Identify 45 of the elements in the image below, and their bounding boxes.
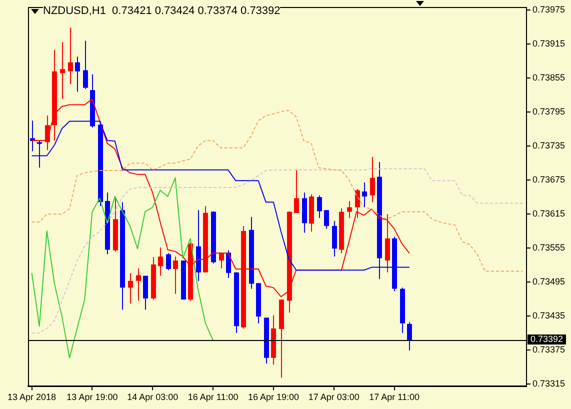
y-tick-label: 0.73795	[532, 106, 566, 117]
candlestick	[158, 246, 163, 276]
x-tick-label: 14 Apr 03:00	[127, 392, 178, 402]
candlestick	[83, 40, 88, 90]
x-tick-label: 16 Apr 11:00	[188, 392, 238, 402]
x-tick-label: 17 Apr 11:00	[369, 392, 420, 402]
candlestick	[37, 140, 42, 168]
x-tick-label: 13 Apr 2018	[8, 392, 56, 402]
candlestick	[317, 194, 322, 219]
candlestick	[128, 272, 133, 304]
candlestick	[75, 56, 80, 92]
line-series	[31, 168, 524, 334]
candlestick	[355, 188, 360, 219]
candlestick	[166, 252, 171, 271]
candlestick	[173, 256, 178, 294]
candlestick	[347, 200, 352, 219]
candlestick	[332, 220, 337, 258]
x-tick-label: 17 Apr 03:00	[308, 392, 360, 402]
candlestick	[68, 27, 73, 84]
y-tick-label: 0.73975	[532, 4, 566, 15]
candlestick	[60, 41, 65, 100]
y-tick-label: 0.73735	[532, 140, 566, 151]
candlestick	[226, 250, 231, 279]
candlestick	[370, 156, 375, 203]
y-tick-label: 0.73615	[532, 208, 566, 219]
y-tick-label: 0.73375	[532, 344, 566, 354]
y-tick-label: 0.73915	[532, 38, 566, 49]
ref-line-label: 0.73392	[530, 334, 564, 344]
line-series	[31, 110, 524, 272]
y-tick-label: 0.73855	[532, 72, 566, 83]
candlestick	[362, 182, 367, 208]
candlestick	[385, 214, 390, 273]
y-tick-label: 0.73555	[532, 242, 566, 253]
chart-title: NZDUSD,H1 0.73421 0.73424 0.73374 0.73392	[43, 5, 280, 17]
y-tick-label: 0.73675	[532, 174, 566, 185]
x-tick-label: 16 Apr 19:00	[248, 392, 299, 402]
candlestick	[143, 275, 148, 310]
x-tick-label: 13 Apr 19:00	[66, 392, 118, 402]
candlestick	[136, 268, 141, 302]
y-tick-label: 0.73315	[532, 378, 566, 388]
y-tick-label: 0.73435	[532, 310, 566, 320]
candlestick	[407, 322, 412, 352]
candlestick	[324, 210, 329, 230]
y-tick-label: 0.73495	[532, 276, 566, 286]
candlestick	[294, 169, 299, 214]
